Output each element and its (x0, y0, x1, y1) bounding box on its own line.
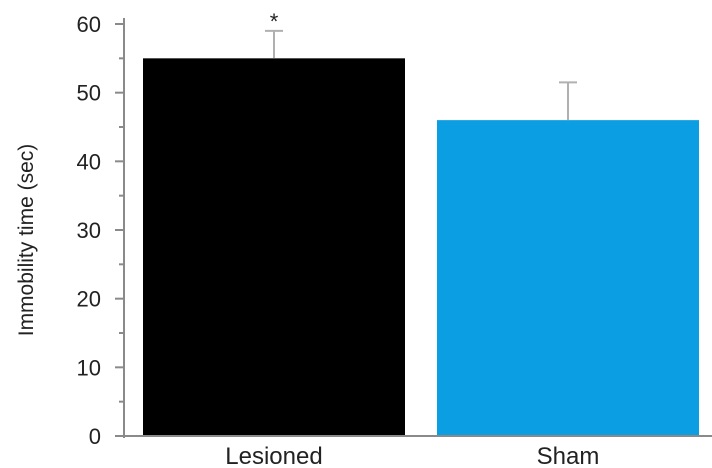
y-axis-label: Immobility time (sec) (15, 144, 38, 337)
bar-lesioned (143, 58, 405, 436)
y-tick-label-10: 10 (77, 355, 101, 380)
y-tick-label-40: 40 (77, 149, 101, 174)
error-bars-layer (265, 29, 577, 121)
y-ticks-layer (115, 23, 124, 437)
y-tick-label-50: 50 (77, 81, 101, 106)
bars-layer (143, 58, 699, 436)
y-tick-label-20: 20 (77, 287, 101, 312)
significance-marker-lesioned: * (270, 9, 279, 34)
bar-sham (437, 120, 699, 436)
category-label-sham: Sham (537, 443, 600, 468)
y-tick-label-60: 60 (77, 12, 101, 37)
labels-layer: * Lesioned Sham 0 10 20 30 40 50 60 (77, 9, 600, 468)
category-label-lesioned: Lesioned (225, 443, 322, 468)
y-tick-label-30: 30 (77, 218, 101, 243)
y-tick-label-0: 0 (89, 424, 101, 449)
